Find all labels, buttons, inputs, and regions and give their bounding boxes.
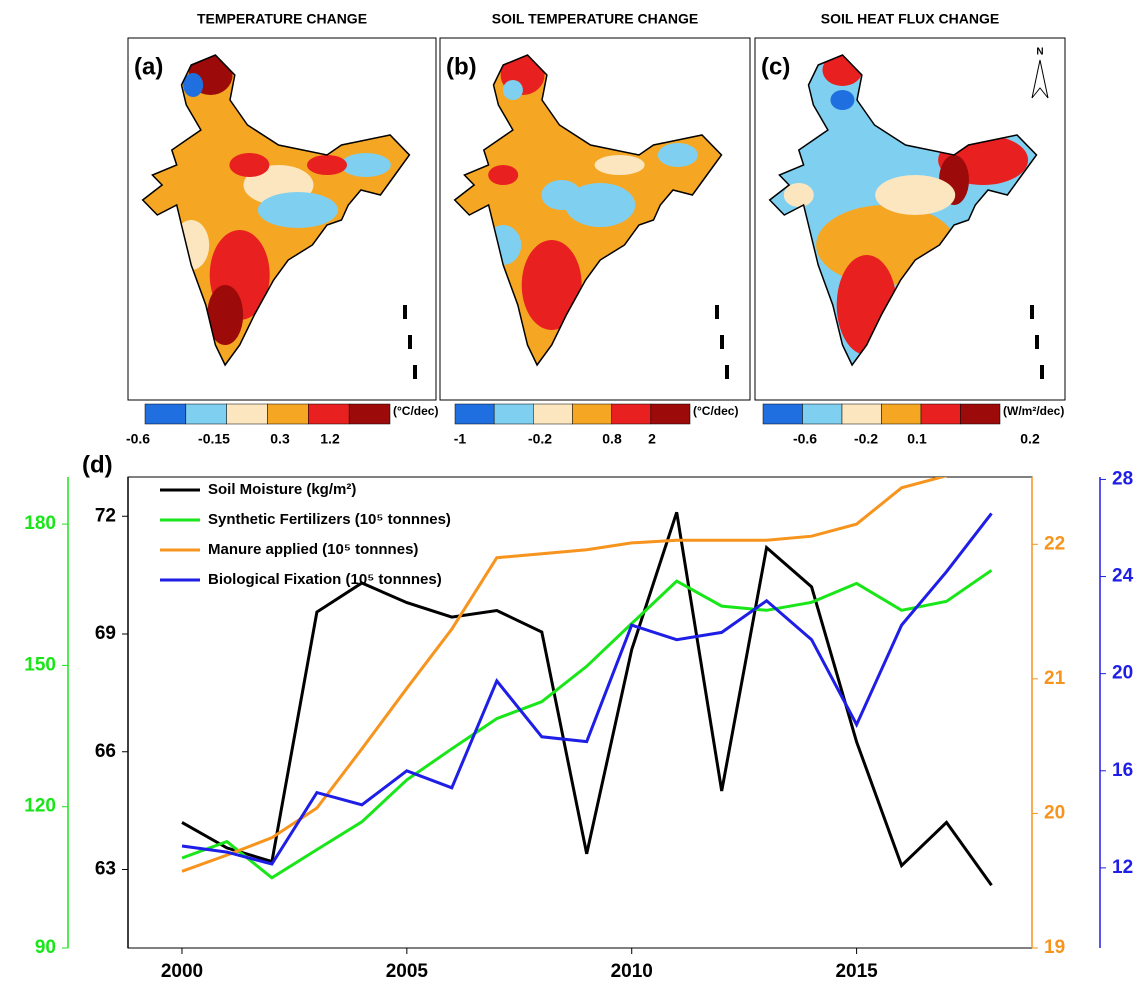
map-patch — [658, 143, 698, 167]
colorbar-box — [882, 404, 922, 424]
colorbar-tick-label: -1 — [454, 431, 467, 447]
x-tick-label: 2000 — [161, 961, 203, 982]
map-patch — [229, 153, 269, 177]
colorbar-box — [145, 404, 186, 424]
colorbar-tick-label: -0.15 — [198, 431, 230, 447]
colorbar-box — [961, 404, 1001, 424]
y-tick-label: 21 — [1044, 668, 1066, 689]
colorbar-box — [308, 404, 349, 424]
panel-label: (b) — [446, 53, 477, 80]
map-patch — [541, 180, 581, 210]
colorbar-tick-label: 1.2 — [320, 431, 340, 447]
map-patch — [258, 192, 338, 228]
colorbar-tick-label: 0.1 — [907, 431, 927, 447]
x-tick-label: 2010 — [611, 961, 653, 982]
figure: TEMPERATURE CHANGE (a) (°C/dec) -0.6 -0.15 0.… — [0, 0, 1148, 986]
colorbar-box — [763, 404, 803, 424]
colorbar-box — [227, 404, 268, 424]
map-title: SOIL HEAT FLUX CHANGE — [821, 11, 999, 27]
island — [1035, 335, 1039, 349]
map-patch — [595, 155, 645, 175]
y-tick-label: 150 — [24, 654, 56, 675]
y-tick-label: 66 — [95, 741, 116, 762]
y-tick-label: 180 — [24, 513, 56, 534]
map-patch — [488, 165, 518, 185]
island — [725, 365, 729, 379]
colorbar-tick-label: 0.2 — [1020, 431, 1040, 447]
colorbar-box — [268, 404, 309, 424]
colorbar-box — [921, 404, 961, 424]
x-tick-label: 2005 — [386, 961, 429, 982]
panel-label: (c) — [761, 53, 790, 80]
colorbar-tick-label: 0.8 — [602, 431, 622, 447]
legend-label: Synthetic Fertilizers (10⁵ tonnnes) — [208, 511, 451, 528]
colorbar-box — [651, 404, 690, 424]
map-patch — [875, 175, 955, 215]
map-patch — [503, 80, 523, 100]
island — [1030, 305, 1034, 319]
colorbar-tick-label: -0.6 — [126, 431, 150, 447]
y-tick-label: 20 — [1112, 663, 1133, 684]
colorbar-box — [803, 404, 843, 424]
island — [413, 365, 417, 379]
y-tick-label: 28 — [1112, 468, 1133, 489]
y-tick-label: 63 — [95, 859, 116, 880]
colorbar-tick-label: -0.6 — [793, 431, 817, 447]
y-tick-label: 12 — [1112, 857, 1133, 878]
colorbar-box — [186, 404, 227, 424]
y-tick-label: 90 — [35, 937, 56, 958]
y-tick-label: 69 — [95, 623, 116, 644]
panel-label: (d) — [82, 451, 113, 478]
y-tick-label: 22 — [1044, 533, 1065, 554]
series-line — [182, 570, 992, 878]
island — [403, 305, 407, 319]
map-patch — [307, 155, 347, 175]
colorbar-tick-label: -0.2 — [854, 431, 878, 447]
map-title: TEMPERATURE CHANGE — [197, 11, 367, 27]
north-label: N — [1036, 47, 1043, 58]
panel-label: (a) — [134, 53, 163, 80]
island — [720, 335, 724, 349]
y-tick-label: 20 — [1044, 802, 1065, 823]
map-title: SOIL TEMPERATURE CHANGE — [492, 11, 698, 27]
y-tick-label: 120 — [24, 796, 56, 817]
colorbar-box — [612, 404, 651, 424]
y-tick-label: 24 — [1112, 566, 1134, 587]
colorbar-box — [842, 404, 882, 424]
map-patch — [830, 90, 854, 110]
island — [408, 335, 412, 349]
y-tick-label: 19 — [1044, 937, 1065, 958]
map-patch — [784, 183, 814, 207]
colorbar-unit: (W/m²/dec) — [1003, 404, 1064, 418]
colorbar-box — [494, 404, 533, 424]
island — [715, 305, 719, 319]
legend-label: Manure applied (10⁵ tonnnes) — [208, 541, 418, 558]
x-tick-label: 2015 — [835, 961, 878, 982]
legend-label: Soil Moisture (kg/m²) — [208, 481, 356, 498]
map-patch — [341, 153, 391, 177]
legend-label: Biological Fixation (10⁵ tonnnes) — [208, 571, 442, 588]
island — [1040, 365, 1044, 379]
y-tick-label: 16 — [1112, 760, 1133, 781]
colorbar-tick-label: 2 — [648, 431, 656, 447]
colorbar-unit: (°C/dec) — [393, 404, 438, 418]
y-tick-label: 72 — [95, 505, 116, 526]
colorbar-tick-label: -0.2 — [528, 431, 552, 447]
colorbar-unit: (°C/dec) — [693, 404, 738, 418]
colorbar-box — [349, 404, 390, 424]
colorbar-tick-label: 0.3 — [270, 431, 290, 447]
colorbar-box — [533, 404, 572, 424]
colorbar-box — [455, 404, 494, 424]
colorbar-box — [573, 404, 612, 424]
series-line — [182, 512, 992, 885]
